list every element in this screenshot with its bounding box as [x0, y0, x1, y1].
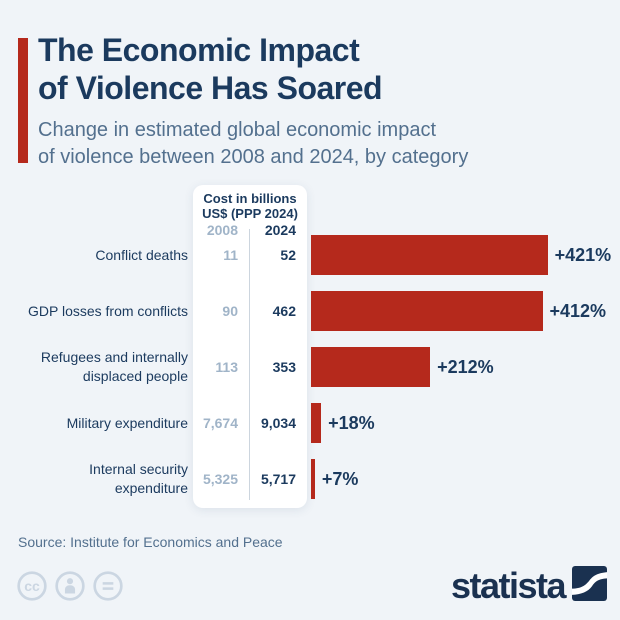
value-2008: 90 [222, 303, 238, 319]
category-label-line: Conflict deaths [95, 246, 188, 263]
table-row-military-expenditure: Military expenditure 7,674 9,034 +18% [0, 395, 620, 451]
value-2008: 5,325 [202, 471, 238, 487]
change-bar [311, 403, 322, 443]
column-header-2008: 2008 [206, 222, 238, 238]
statista-logo: statista [450, 565, 607, 607]
change-bar [311, 235, 548, 275]
svg-text:cc: cc [24, 578, 40, 594]
category-label-line: expenditure [114, 480, 188, 496]
table-column-headers: 2008 2024 [0, 221, 620, 239]
value-2024: 9,034 [260, 415, 296, 431]
chart-subtitle: Change in estimated global economic impa… [38, 117, 468, 171]
license-icons: cc [16, 570, 124, 602]
title-line-2: of Violence Has Soared [38, 70, 383, 106]
value-2024: 5,717 [260, 471, 296, 487]
bar-group: +7% [311, 459, 358, 499]
category-label-line: displaced people [82, 368, 188, 384]
change-bar [311, 347, 431, 387]
bar-group: +18% [311, 403, 375, 443]
change-bar [311, 291, 543, 331]
unit-header-line-2: US$ (PPP 2024) [202, 206, 298, 221]
unit-header-line-1: Cost in billions [203, 191, 297, 206]
page-title: The Economic Impact of Violence Has Soar… [38, 31, 383, 107]
bar-group: +412% [311, 291, 606, 331]
bar-group: +421% [311, 235, 611, 275]
statista-logo-mark [572, 566, 607, 601]
category-label: Internal security expenditure [8, 451, 188, 507]
category-label-line: Military expenditure [66, 414, 188, 431]
cc-icon: cc [17, 571, 47, 601]
table-row-refugees: Refugees and internally displaced people… [0, 339, 620, 395]
values-table-panel: Cost in billions US$ (PPP 2024) [193, 185, 307, 508]
subtitle-line-2: of violence between 2008 and 2024, by ca… [38, 146, 469, 168]
change-percent-label: +212% [437, 356, 494, 377]
change-percent-label: +412% [549, 300, 607, 321]
title-line-1: The Economic Impact [38, 32, 360, 68]
category-label: Conflict deaths [8, 227, 188, 283]
statista-logo-text: statista [450, 565, 567, 607]
value-2008: 11 [223, 247, 238, 263]
change-percent-label: +7% [321, 468, 359, 489]
category-label-line: Internal security [89, 461, 188, 477]
value-2008: 7,674 [202, 415, 238, 431]
category-label-line: GDP losses from conflicts [27, 302, 188, 319]
subtitle-line-1: Change in estimated global economic impa… [38, 119, 436, 141]
category-label: GDP losses from conflicts [8, 283, 188, 339]
value-2024: 462 [272, 303, 296, 319]
source-note: Source: Institute for Economics and Peac… [18, 534, 283, 550]
value-2024: 52 [280, 247, 296, 263]
value-2008: 113 [215, 359, 238, 375]
attribution-icon [55, 571, 85, 601]
value-2024: 353 [272, 359, 296, 375]
table-row-conflict-deaths: Conflict deaths 11 52 +421% [0, 227, 620, 283]
bar-group: +212% [311, 347, 494, 387]
category-label-line: Refugees and internally [40, 349, 188, 365]
change-percent-label: +18% [328, 412, 375, 433]
change-percent-label: +421% [554, 244, 612, 265]
table-unit-header: Cost in billions US$ (PPP 2024) [193, 191, 307, 221]
table-row-gdp-losses: GDP losses from conflicts 90 462 +412% [0, 283, 620, 339]
category-label: Military expenditure [8, 395, 188, 451]
change-bar [311, 459, 315, 499]
title-accent-bar [18, 38, 28, 163]
category-label: Refugees and internally displaced people [8, 339, 188, 395]
table-column-divider [249, 229, 250, 500]
column-header-2024: 2024 [264, 222, 296, 238]
table-row-internal-security: Internal security expenditure 5,325 5,71… [0, 451, 620, 507]
equal-nd-icon [93, 571, 123, 601]
